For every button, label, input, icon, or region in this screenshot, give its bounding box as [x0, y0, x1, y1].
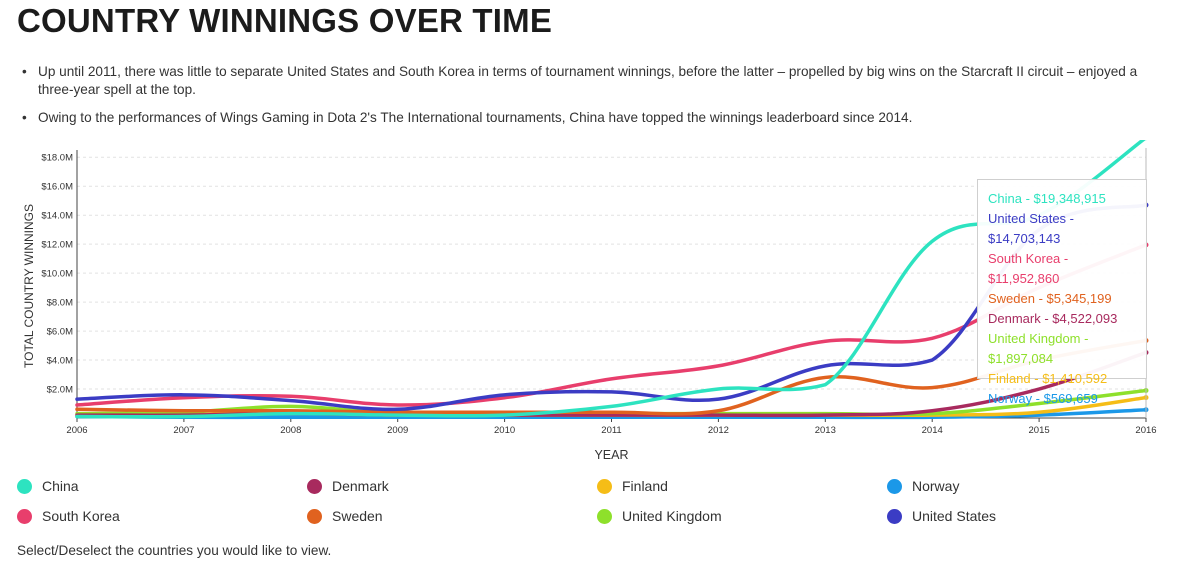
- summary-bullet: Up until 2011, there was little to separ…: [20, 63, 1170, 99]
- x-tick-label: 2016: [1135, 425, 1156, 436]
- tooltip-line: United Kingdom - $1,897,084: [988, 331, 1089, 366]
- legend-item-china[interactable]: China: [17, 478, 79, 494]
- summary-bullet: Owing to the performances of Wings Gamin…: [20, 109, 1170, 127]
- legend-label: South Korea: [42, 508, 120, 524]
- tooltip-line: China - $19,348,915: [988, 191, 1106, 206]
- y-tick-label: $8.0M: [47, 298, 73, 309]
- series-line-norway: [75, 407, 1148, 420]
- series-line-china: [75, 140, 1146, 419]
- legend-swatch: [17, 508, 32, 524]
- legend-swatch: [307, 508, 322, 524]
- legend-item-united-kingdom[interactable]: United Kingdom: [597, 508, 722, 524]
- legend-swatch: [887, 478, 902, 494]
- legend-label: Norway: [912, 478, 960, 494]
- legend-label: Denmark: [332, 478, 389, 494]
- y-tick-label: $4.0M: [47, 356, 73, 367]
- y-tick-label: $18.0M: [41, 153, 73, 164]
- legend-label: United Kingdom: [622, 508, 722, 524]
- x-tick-label: 2007: [173, 425, 194, 436]
- legend-swatch: [887, 508, 902, 524]
- hover-tooltip: China - $19,348,915 United States - $14,7…: [977, 179, 1147, 406]
- page-title: COUNTRY WINNINGS OVER TIME: [17, 2, 553, 39]
- legend-item-denmark[interactable]: Denmark: [307, 478, 389, 494]
- y-tick-label: $14.0M: [41, 211, 73, 222]
- legend-item-finland[interactable]: Finland: [597, 478, 668, 494]
- x-tick-label: 2011: [601, 425, 621, 436]
- y-tick-label: $16.0M: [41, 182, 73, 193]
- legend-swatch: [17, 478, 32, 494]
- x-tick-label: 2010: [494, 425, 515, 436]
- y-tick-label: $6.0M: [47, 327, 73, 338]
- x-tick-label: 2013: [815, 425, 836, 436]
- x-axis-label: YEAR: [594, 448, 628, 462]
- legend-label: China: [42, 478, 79, 494]
- legend-swatch: [307, 478, 322, 494]
- legend-item-norway[interactable]: Norway: [887, 478, 959, 494]
- x-tick-label: 2014: [922, 425, 943, 436]
- legend-swatch: [597, 508, 612, 524]
- legend-label: Finland: [622, 478, 668, 494]
- tooltip-line: South Korea - $11,952,860: [988, 251, 1069, 286]
- y-tick-label: $2.0M: [47, 385, 73, 396]
- y-axis-label: TOTAL COUNTRY WINNINGS: [22, 204, 36, 368]
- x-tick-label: 2009: [387, 425, 408, 436]
- x-tick-label: 2006: [66, 425, 87, 436]
- legend-item-sweden[interactable]: Sweden: [307, 508, 383, 524]
- legend-label: United States: [912, 508, 997, 524]
- y-tick-label: $10.0M: [41, 269, 73, 280]
- legend-swatch: [597, 478, 612, 494]
- x-tick-label: 2015: [1029, 425, 1050, 436]
- tooltip-line: Denmark - $4,522,093: [988, 311, 1118, 326]
- legend-item-united-states[interactable]: United States: [887, 508, 996, 524]
- legend-item-south-korea[interactable]: South Korea: [17, 508, 120, 524]
- tooltip-line: United States - $14,703,143: [988, 211, 1074, 246]
- summary-bullets: Up until 2011, there was little to separ…: [20, 63, 1170, 137]
- x-tick-label: 2008: [280, 425, 301, 436]
- footer-instruction: Select/Deselect the countries you would …: [17, 543, 332, 558]
- tooltip-line: Norway - $569,659: [988, 391, 1098, 406]
- y-tick-label: $12.0M: [41, 240, 73, 251]
- x-tick-label: 2012: [708, 425, 729, 436]
- tooltip-line: Sweden - $5,345,199: [988, 291, 1112, 306]
- legend-label: Sweden: [332, 508, 383, 524]
- tooltip-line: Finland - $1,410,592: [988, 371, 1108, 386]
- series-line-sweden: [75, 338, 1148, 416]
